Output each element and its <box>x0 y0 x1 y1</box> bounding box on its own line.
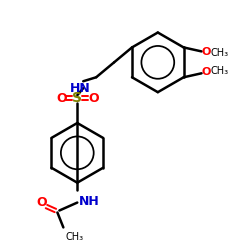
Text: CH₃: CH₃ <box>210 66 229 76</box>
Text: NH: NH <box>79 194 100 207</box>
Text: CH₃: CH₃ <box>65 232 84 242</box>
Text: O: O <box>88 92 99 105</box>
Text: O: O <box>36 196 47 209</box>
Text: HN: HN <box>70 82 90 95</box>
Text: S: S <box>72 91 82 105</box>
Text: O: O <box>202 48 211 58</box>
Text: O: O <box>202 67 211 77</box>
Text: O: O <box>56 92 67 105</box>
Text: CH₃: CH₃ <box>210 48 229 58</box>
